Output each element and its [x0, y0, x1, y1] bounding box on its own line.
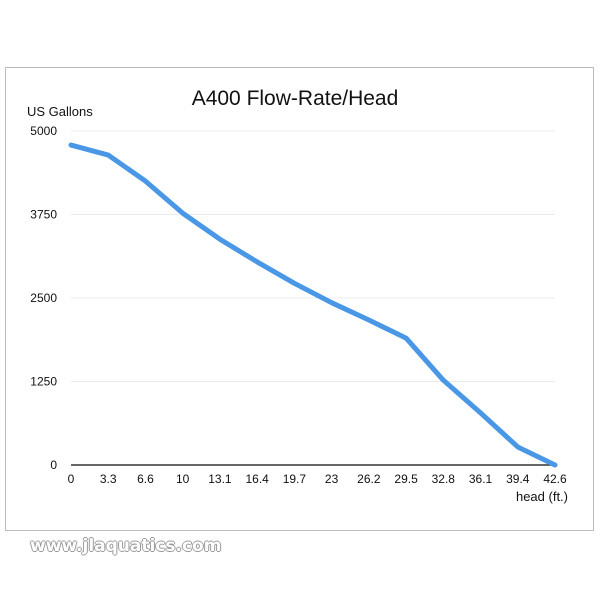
x-tick-label: 10	[176, 472, 190, 486]
chart-frame	[5, 67, 594, 531]
x-tick-label: 0	[68, 472, 75, 486]
x-tick-label: 29.5	[394, 472, 418, 486]
x-axis-label: head (ft.)	[516, 489, 568, 504]
x-tick-label: 6.6	[137, 472, 154, 486]
y-tick-label: 1250	[30, 375, 57, 389]
y-tick-label: 5000	[30, 124, 57, 138]
x-tick-label: 3.3	[100, 472, 117, 486]
y-tick-label: 0	[50, 458, 57, 472]
y-tick-label: 3750	[30, 208, 57, 222]
x-tick-label: 26.2	[357, 472, 381, 486]
x-tick-label: 16.4	[245, 472, 269, 486]
x-tick-label: 36.1	[469, 472, 493, 486]
x-tick-label: 19.7	[283, 472, 307, 486]
watermark: www.jlaquatics.com	[30, 536, 222, 556]
chart-title: A400 Flow-Rate/Head	[192, 87, 399, 110]
x-tick-label: 13.1	[208, 472, 232, 486]
x-tick-label: 23	[325, 472, 339, 486]
x-tick-label: 42.6	[543, 472, 567, 486]
y-tick-label: 2500	[30, 291, 57, 305]
x-tick-label: 39.4	[506, 472, 530, 486]
x-tick-label: 32.8	[432, 472, 456, 486]
series-line	[68, 142, 558, 468]
y-axis-label: US Gallons	[27, 104, 93, 119]
